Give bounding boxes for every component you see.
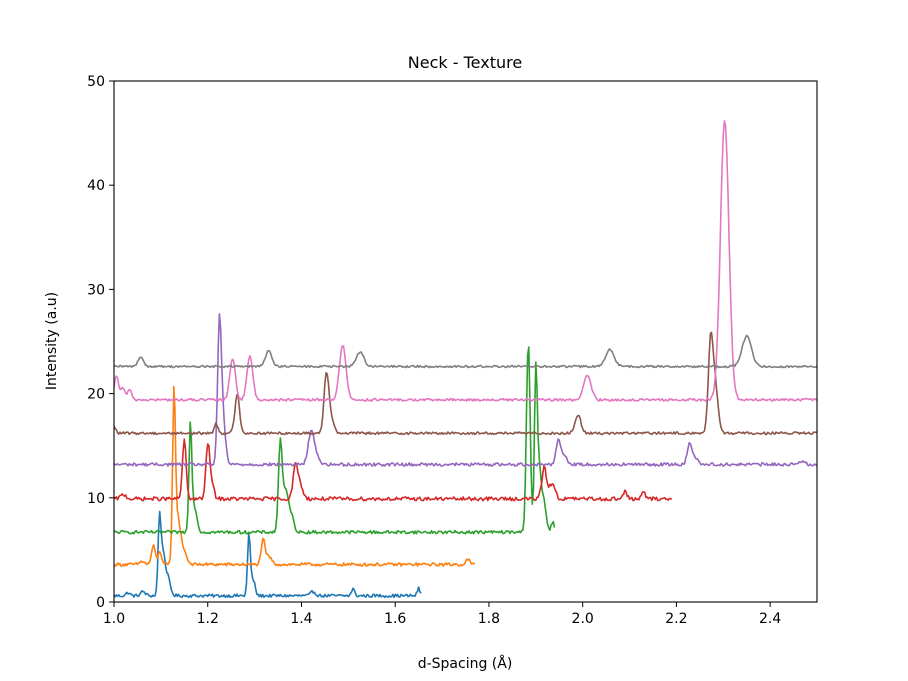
y-tick-label: 10 bbox=[87, 491, 105, 507]
y-axis-label: Intensity (a.u) bbox=[44, 292, 60, 390]
series-line-7 bbox=[114, 120, 817, 402]
chart-title: Neck - Texture bbox=[408, 53, 522, 72]
x-tick-label: 2.2 bbox=[665, 611, 687, 627]
series-line-8 bbox=[114, 334, 817, 369]
y-tick-label: 0 bbox=[96, 595, 105, 611]
x-tick-label: 2.0 bbox=[572, 611, 594, 627]
x-tick-label: 2.4 bbox=[759, 611, 781, 627]
x-tick-label: 1.8 bbox=[478, 611, 500, 627]
series-line-4 bbox=[114, 438, 673, 502]
y-tick-label: 20 bbox=[87, 387, 105, 403]
x-axis-label: d-Spacing (Å) bbox=[418, 655, 513, 672]
x-tick-label: 1.2 bbox=[197, 611, 219, 627]
x-tick-label: 1.0 bbox=[103, 611, 125, 627]
y-tick-label: 40 bbox=[87, 178, 105, 194]
x-tick-label: 1.6 bbox=[384, 611, 406, 627]
y-tick-label: 30 bbox=[87, 282, 105, 298]
series-line-5 bbox=[114, 313, 817, 467]
series-line-2 bbox=[114, 385, 476, 567]
series-line-6 bbox=[114, 331, 817, 436]
y-tick-label: 50 bbox=[87, 74, 105, 90]
x-axis-ticks: 1.0 1.2 1.4 1.6 1.8 2.0 2.2 2.4 bbox=[103, 602, 781, 627]
axes-frame bbox=[113, 80, 818, 603]
series-line-3 bbox=[114, 346, 556, 535]
series-layer bbox=[114, 120, 817, 599]
x-tick-label: 1.4 bbox=[290, 611, 312, 627]
y-axis-ticks: 0 10 20 30 40 50 bbox=[87, 74, 114, 611]
